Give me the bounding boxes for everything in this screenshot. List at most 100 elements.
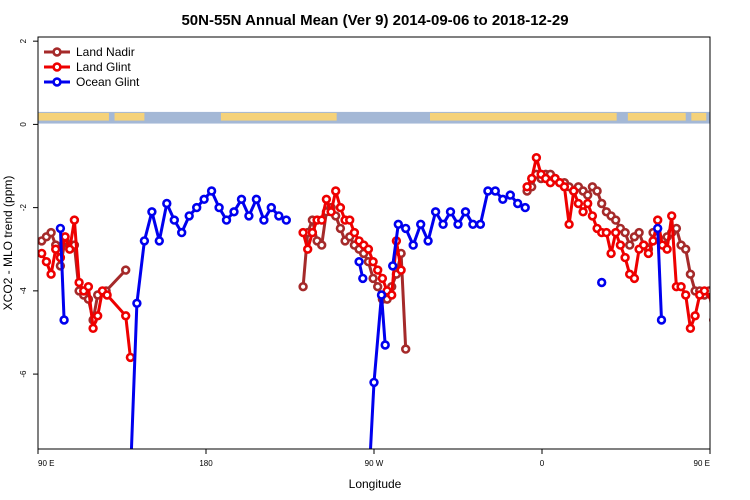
land-glint-point — [387, 290, 397, 300]
land-glint-point — [629, 273, 640, 284]
land-glint-point — [620, 252, 630, 263]
land-glint-point — [373, 265, 383, 275]
series-land-glint — [38, 153, 731, 363]
ocean-glint-point — [221, 215, 232, 225]
land-glint-point — [317, 215, 327, 225]
land-glint-point — [531, 153, 542, 163]
ocean-glint-point — [169, 215, 180, 225]
land-glint-point — [522, 182, 532, 192]
ocean-glint-point — [498, 194, 508, 205]
ocean-band — [38, 111, 710, 124]
ocean-glint-point — [738, 238, 745, 245]
land-patch — [220, 112, 337, 121]
ocean-glint-point — [274, 211, 284, 221]
land-glint-point — [88, 323, 98, 333]
land-nadir-point — [685, 269, 696, 279]
land-glint-point — [699, 286, 710, 296]
land-glint-point — [666, 211, 677, 221]
x-axis: 90 E 180 90 W 0 90 E — [37, 449, 711, 468]
land-glint-point — [349, 227, 360, 238]
ocean-glint-point — [423, 236, 433, 246]
ocean-glint-point — [380, 340, 390, 350]
land-glint-point — [652, 215, 663, 225]
ocean-glint-point — [408, 240, 418, 250]
ocean-glint-point — [162, 198, 172, 209]
ocean-glint-point — [281, 215, 291, 225]
land-glint-point — [578, 207, 588, 217]
ocean-glint-line — [369, 293, 387, 449]
land-glint-point — [526, 173, 537, 184]
legend-item-land-nadir: Land Nadir — [44, 45, 135, 59]
land-glint-point — [377, 273, 388, 284]
land-nadir-point — [720, 288, 727, 295]
land-nadir-point — [120, 265, 131, 275]
land-patch — [114, 112, 145, 121]
land-nadir-point — [317, 240, 327, 250]
land-glint-point — [606, 248, 616, 259]
ocean-glint-point — [438, 219, 448, 230]
y-axis-label: XCO2 - MLO trend (ppm) — [1, 176, 15, 311]
land-glint-point — [298, 227, 308, 238]
land-glint-point — [601, 227, 612, 238]
ocean-glint-point — [358, 273, 368, 284]
ocean-glint-point — [460, 207, 471, 217]
land-nadir-point — [401, 344, 411, 354]
ocean-glint-point — [453, 219, 463, 230]
ocean-glint-point — [468, 219, 478, 230]
land-glint-point — [662, 244, 672, 254]
ocean-glint-point — [236, 194, 247, 205]
ocean-glint-point — [244, 211, 254, 221]
chart-title: 50N-55N Annual Mean (Ver 9) 2014-09-06 t… — [181, 12, 568, 29]
land-nadir-point — [596, 198, 607, 209]
ocean-glint-point — [416, 219, 426, 230]
ocean-glint-point — [154, 236, 165, 246]
x-tick-label: 90 E — [38, 459, 54, 468]
ocean-glint-point — [139, 236, 150, 246]
y-tick-label: 2 — [19, 38, 28, 43]
land-glint-point — [326, 207, 336, 217]
land-patch — [430, 112, 617, 121]
land-glint-point — [610, 227, 621, 238]
land-glint-point — [720, 312, 727, 319]
legend-label: Land Glint — [76, 60, 131, 74]
land-glint-point — [559, 182, 570, 192]
land-glint-point — [615, 240, 626, 250]
land-glint-point — [582, 198, 593, 209]
ocean-glint-point — [520, 202, 530, 213]
land-glint-point — [573, 198, 584, 209]
ocean-glint-point — [59, 315, 69, 325]
land-glint-point — [568, 186, 579, 196]
ocean-glint-point — [656, 315, 667, 325]
land-glint-point — [724, 354, 731, 361]
legend-swatch-marker — [52, 62, 62, 72]
legend-item-land-glint: Land Glint — [44, 60, 131, 74]
land-glint-point — [648, 236, 658, 246]
ocean-glint-point — [445, 207, 456, 217]
ocean-glint-point — [483, 186, 493, 196]
ocean-glint-point — [229, 207, 239, 217]
ocean-glint-line — [656, 228, 663, 321]
land-nadir-point — [620, 227, 630, 238]
y-tick-label: -6 — [19, 370, 28, 378]
legend-label: Land Nadir — [76, 45, 135, 59]
legend-item-ocean-glint: Ocean Glint — [44, 75, 140, 89]
ocean-glint-point — [596, 277, 607, 288]
land-glint-point — [64, 244, 75, 254]
x-tick-label: 90 E — [694, 459, 710, 468]
ocean-glint-point — [259, 215, 269, 225]
ocean-glint-point — [129, 448, 134, 449]
land-patch — [627, 112, 686, 121]
land-glint-point — [638, 240, 649, 250]
ocean-glint-point — [490, 186, 500, 196]
ocean-glint-point — [147, 207, 157, 217]
land-glint-point — [60, 232, 70, 242]
ocean-glint-line — [729, 204, 750, 454]
ocean-glint-point — [731, 300, 738, 307]
land-glint-point — [307, 227, 318, 238]
ocean-glint-point — [393, 219, 403, 230]
land-nadir-point — [335, 223, 346, 234]
land-glint-point — [92, 311, 103, 321]
ocean-glint-point — [251, 194, 262, 205]
